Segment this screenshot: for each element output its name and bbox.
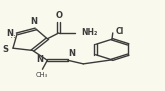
Text: S: S	[3, 45, 9, 54]
Text: N: N	[31, 17, 38, 26]
Text: ∷: ∷	[10, 34, 15, 40]
Text: CH₃: CH₃	[35, 72, 48, 78]
Text: NH₂: NH₂	[82, 28, 98, 37]
Text: Cl: Cl	[116, 27, 124, 36]
Text: O: O	[55, 11, 62, 19]
Text: N: N	[69, 49, 76, 58]
Text: N: N	[36, 55, 43, 64]
Text: N: N	[6, 29, 13, 38]
